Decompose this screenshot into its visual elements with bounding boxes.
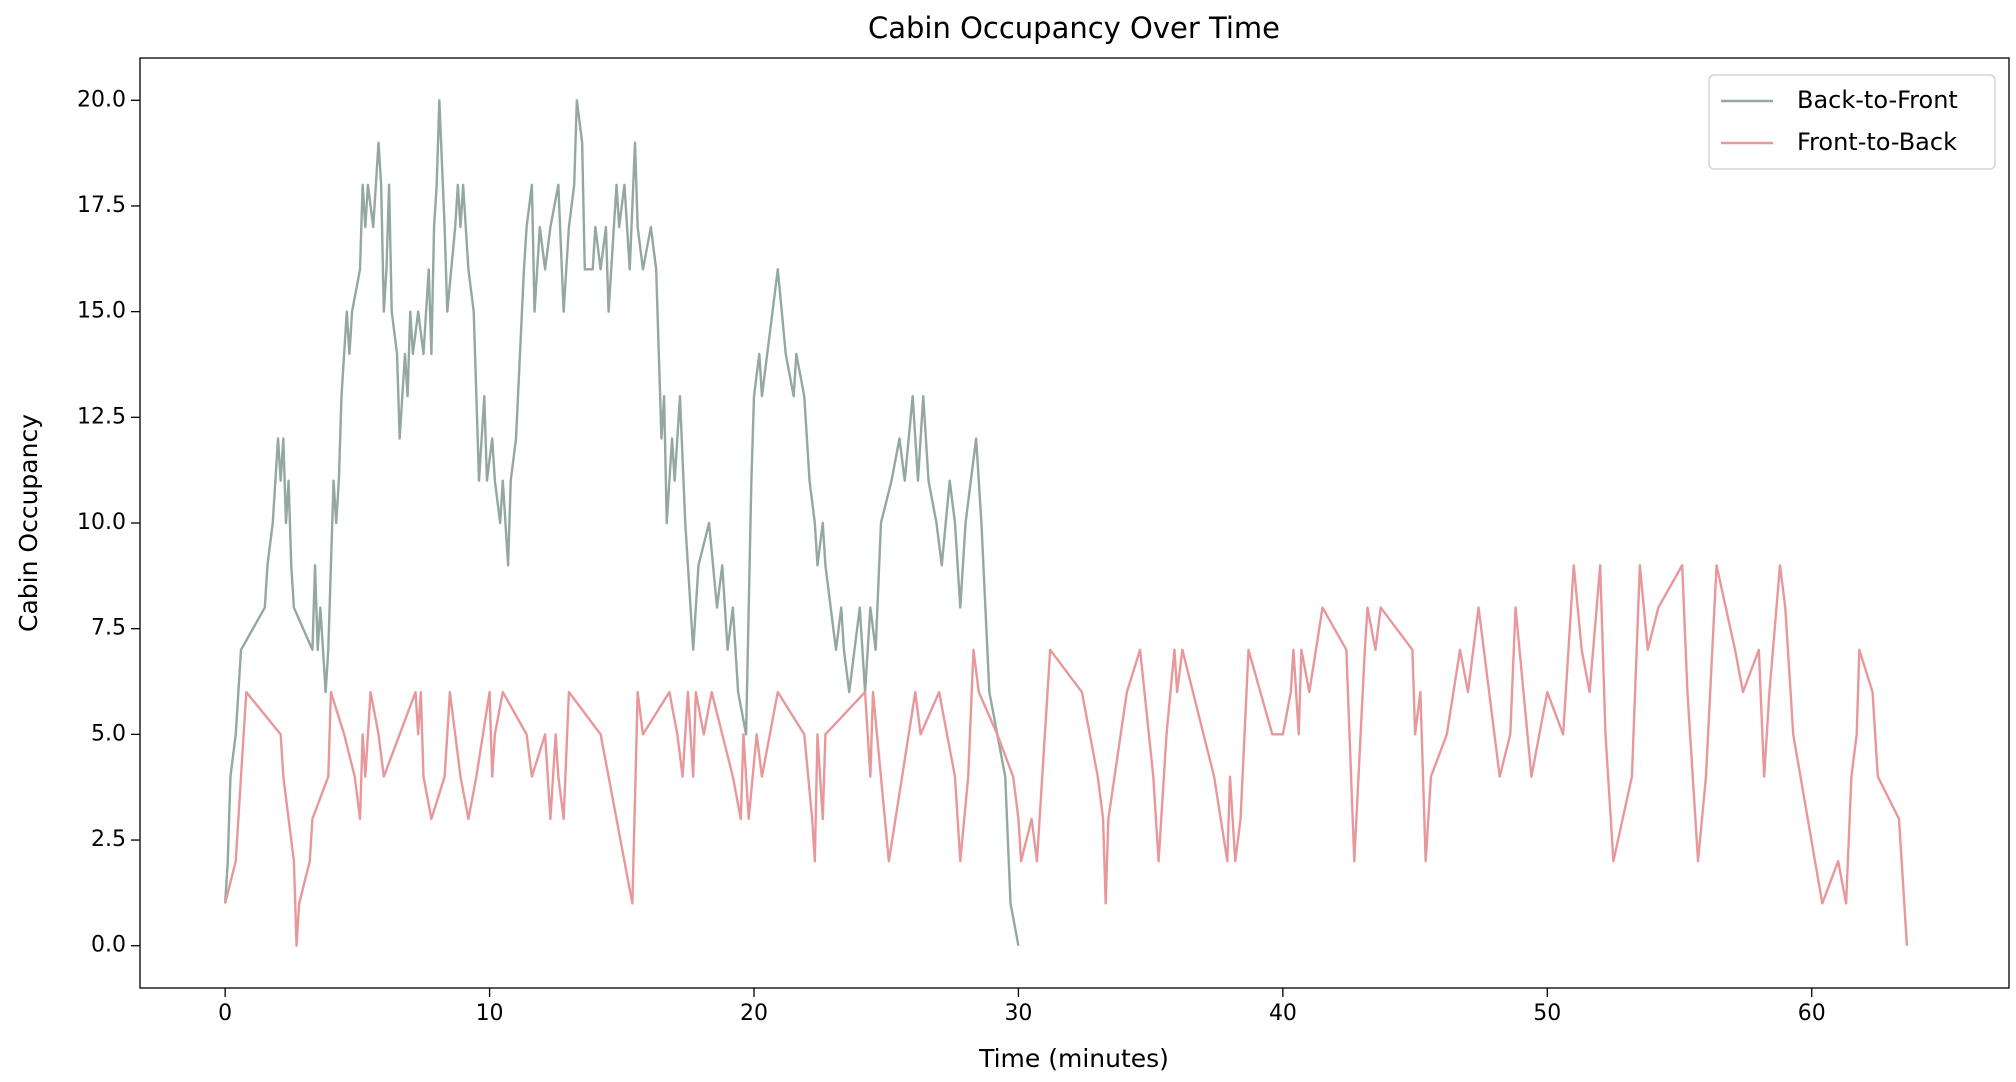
y-tick-label: 2.5 [91,827,126,852]
x-tick-label: 30 [1004,1001,1032,1026]
x-tick-label: 40 [1269,1001,1297,1026]
plot-frame [139,57,2010,989]
x-axis-label: Time (minutes) [978,1044,1169,1073]
x-tick-label: 10 [476,1001,504,1026]
legend-label: Front-to-Back [1797,128,1957,156]
chart-title: Cabin Occupancy Over Time [868,11,1280,45]
y-tick-label: 12.5 [77,404,126,429]
y-tick-label: 10.0 [77,510,126,535]
x-tick-label: 0 [218,1001,232,1026]
y-tick-label: 15.0 [77,299,126,324]
series-line [223,564,1909,947]
legend-label: Back-to-Front [1797,86,1958,114]
y-tick-label: 0.0 [91,933,126,958]
y-tick-label: 20.0 [77,87,126,112]
x-tick-label: 20 [740,1001,768,1026]
y-tick-label: 17.5 [77,193,126,218]
y-axis-label: Cabin Occupancy [14,414,43,632]
x-tick-label: 60 [1798,1001,1826,1026]
legend-box [1708,74,1996,170]
x-tick-label: 50 [1533,1001,1561,1026]
y-tick-label: 5.0 [91,721,126,746]
series-line [223,99,1020,946]
y-tick-label: 7.5 [91,616,126,641]
